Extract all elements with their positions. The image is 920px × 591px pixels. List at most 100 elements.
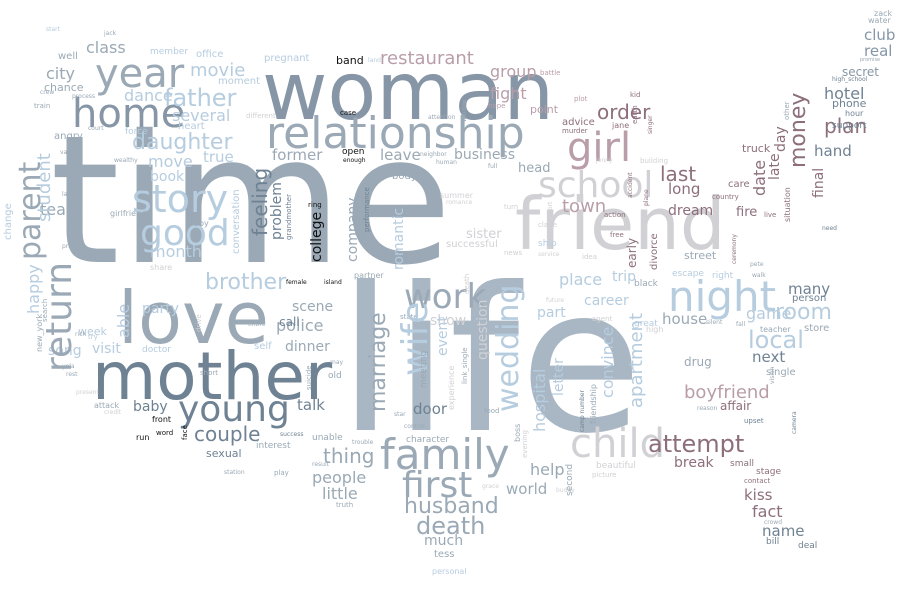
word-date: date xyxy=(750,159,769,196)
word-ceremony: ceremony xyxy=(731,234,738,264)
word-show: show xyxy=(430,313,467,329)
word-chance: chance xyxy=(44,81,84,94)
word-link-single: link_single xyxy=(461,347,469,384)
word-unable: unable xyxy=(312,433,343,443)
word-feeling: feeling xyxy=(248,167,272,236)
word-head: head xyxy=(518,161,551,176)
word-scene: scene xyxy=(292,299,334,315)
word-claire: claire xyxy=(538,221,558,229)
word-interest: interest xyxy=(256,441,291,451)
word-dream: dream xyxy=(668,203,714,219)
word-idea: idea xyxy=(582,253,597,261)
word-buddy: buddy xyxy=(556,487,575,494)
word-train: train xyxy=(34,102,51,110)
word-college: college xyxy=(309,211,325,262)
word-work: work xyxy=(404,277,487,317)
word-plane: plane xyxy=(643,189,650,206)
word-relationship: relationship xyxy=(266,108,525,159)
word-silent: silent xyxy=(706,319,723,326)
word-attention: attention xyxy=(428,114,456,121)
word-need: need xyxy=(822,225,837,232)
word-kid: kid xyxy=(630,91,641,99)
word-camera: camera xyxy=(791,411,798,434)
word-contact: contact xyxy=(744,477,771,485)
word-promise: promise xyxy=(860,57,881,63)
word-hotel: hotel xyxy=(824,84,865,103)
word-love: love xyxy=(118,276,269,360)
word-week: week xyxy=(78,325,107,338)
word-deal: deal xyxy=(798,541,818,551)
word-boy: boy xyxy=(194,219,209,228)
word-state: state xyxy=(400,313,418,321)
word-home: home xyxy=(72,91,186,137)
word-performance: performance xyxy=(363,187,371,232)
word-fight: fight xyxy=(490,84,527,103)
word-large: large xyxy=(62,191,78,198)
word-child: child xyxy=(570,421,665,467)
word-may: may xyxy=(330,359,344,366)
word-house: house xyxy=(662,310,708,328)
word-other: other xyxy=(783,101,791,120)
word-service: service xyxy=(538,251,560,258)
word-store: store xyxy=(804,323,830,334)
word-fact: fact xyxy=(752,502,783,521)
word-girl: girl xyxy=(567,125,632,171)
word-talk: talk xyxy=(297,396,325,414)
word-little: little xyxy=(322,484,358,503)
word-conversation: conversation xyxy=(231,189,242,254)
word-personal: personal xyxy=(432,567,467,576)
word-front: front xyxy=(152,415,172,424)
word-truth: truth xyxy=(336,501,354,509)
word-first: first xyxy=(402,465,473,506)
word-agent: agent xyxy=(592,315,613,323)
word-place: place xyxy=(559,270,603,289)
word-various: various xyxy=(60,149,82,156)
word-leave: leave xyxy=(380,146,421,164)
word-start: start xyxy=(46,26,60,33)
word-water: water xyxy=(868,16,891,25)
word-club: club xyxy=(864,26,896,44)
word-party: party xyxy=(142,301,179,317)
word-final: final xyxy=(811,167,827,198)
word-effort: effort xyxy=(547,201,554,218)
word-order: order xyxy=(597,100,651,124)
word-old: old xyxy=(328,371,342,381)
word-husband: husband xyxy=(404,494,499,519)
word-upset: upset xyxy=(744,417,764,425)
word-letter: letter xyxy=(551,358,567,396)
word-rest: rest xyxy=(66,371,78,378)
word-hour: hour xyxy=(845,109,864,118)
word-romance: romance xyxy=(446,199,473,206)
word-change: change xyxy=(3,203,14,240)
word-self: self xyxy=(254,341,272,352)
word-drive: drive xyxy=(195,314,203,332)
word-great: great xyxy=(634,319,658,329)
word-young: young xyxy=(178,389,290,430)
word-real: real xyxy=(864,42,893,60)
word-experience: experience xyxy=(447,365,456,410)
word-star: star xyxy=(394,411,406,418)
word-story: story xyxy=(132,177,229,221)
word-vision: vision xyxy=(769,366,776,384)
word-single: single xyxy=(766,367,796,378)
word-play: play xyxy=(274,469,289,477)
word-happy: happy xyxy=(24,264,43,314)
word-attempt: attempt xyxy=(648,430,745,458)
word-fire: fire xyxy=(736,205,758,220)
word-sexual: sexual xyxy=(206,447,242,460)
word-help: help xyxy=(530,460,565,479)
word-boyfriend: boyfriend xyxy=(684,382,770,403)
word-brother: brother xyxy=(205,270,287,295)
word-land: land xyxy=(368,57,381,64)
word-neighbor: neighbor xyxy=(420,151,447,158)
word-marriage: marriage xyxy=(366,312,391,412)
word-true: true xyxy=(203,148,234,166)
word-small: small xyxy=(730,459,754,469)
word-sister: sister xyxy=(466,227,502,242)
word-process: process xyxy=(72,93,96,100)
word-black: black xyxy=(634,279,658,289)
word-pregnant: pregnant xyxy=(264,53,310,64)
word-short: short xyxy=(200,369,218,377)
word-friend: friend xyxy=(515,182,726,266)
